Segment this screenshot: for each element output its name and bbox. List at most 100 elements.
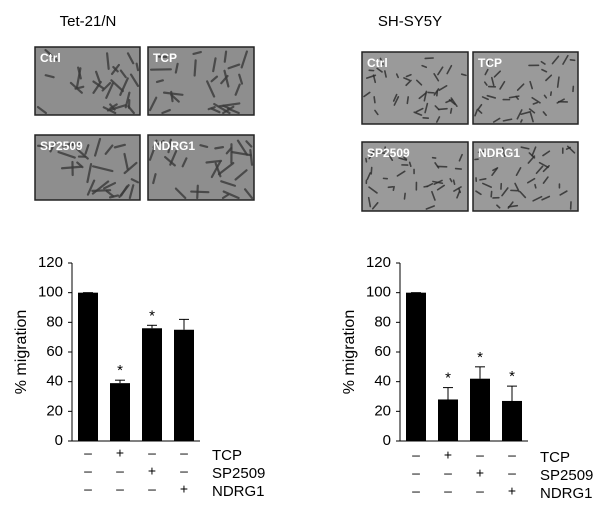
treatment-name: SP2509 <box>212 465 265 482</box>
y-tick-label: 80 <box>374 313 391 330</box>
cell <box>148 147 156 161</box>
cell <box>542 176 549 184</box>
micrograph: TCP <box>147 46 255 116</box>
treatment-sign: + <box>476 465 484 481</box>
cell <box>403 77 411 81</box>
treatment-sign: – <box>476 447 484 463</box>
significance-star: * <box>149 307 155 324</box>
cell <box>501 187 509 197</box>
cell <box>492 117 501 123</box>
cell <box>214 146 225 150</box>
y-tick-label: 120 <box>366 254 391 271</box>
cell <box>92 80 102 94</box>
cell <box>170 90 174 103</box>
cell <box>446 64 453 75</box>
y-axis-label: % migration <box>13 310 30 394</box>
treatment-sign: – <box>84 445 92 461</box>
cell <box>155 79 164 84</box>
micrograph: Ctrl <box>361 51 469 125</box>
cell <box>162 91 184 96</box>
cell <box>436 116 441 123</box>
cell <box>527 177 536 184</box>
micrograph: NDRG1 <box>472 141 579 212</box>
micrograph: TCP <box>472 51 579 125</box>
cell <box>403 192 406 200</box>
cell <box>210 160 222 179</box>
cell <box>541 195 551 201</box>
treatment-sign: – <box>180 445 188 461</box>
image-label: SP2509 <box>367 146 410 160</box>
cell <box>531 146 537 157</box>
treatment-sign: – <box>508 447 516 463</box>
cell <box>106 104 127 112</box>
cell <box>388 154 394 161</box>
cell <box>365 157 368 163</box>
cell <box>392 185 395 191</box>
cell <box>532 195 543 202</box>
bar <box>110 383 130 441</box>
cell <box>374 109 379 116</box>
cell <box>223 69 230 88</box>
significance-star: * <box>509 368 515 385</box>
cell <box>454 167 463 170</box>
cell <box>102 181 117 190</box>
cell <box>408 161 412 168</box>
cell <box>433 88 440 96</box>
cell <box>370 166 373 175</box>
cell <box>545 74 553 82</box>
image-label: TCP <box>478 56 502 70</box>
cell <box>502 118 513 122</box>
cell <box>477 150 486 154</box>
cell <box>436 184 445 191</box>
cell <box>206 80 216 98</box>
cell <box>448 99 456 106</box>
cell <box>460 73 467 77</box>
cell <box>540 60 546 65</box>
cell <box>482 182 492 188</box>
image-label: NDRG1 <box>153 139 195 153</box>
cell <box>123 152 129 171</box>
micrograph: Ctrl <box>34 46 141 116</box>
cell <box>127 105 135 115</box>
cell <box>130 178 140 184</box>
cell <box>49 141 56 153</box>
cell <box>507 201 514 209</box>
cell <box>559 190 568 196</box>
cell <box>481 96 489 101</box>
cell <box>531 96 541 104</box>
cell <box>529 80 533 90</box>
y-tick-label: 100 <box>366 284 391 301</box>
cell <box>433 73 440 82</box>
cell <box>148 96 158 112</box>
cell <box>44 74 55 79</box>
y-tick-label: 100 <box>38 284 63 301</box>
bar <box>502 400 522 441</box>
treatment-sign: – <box>84 481 92 497</box>
cell <box>486 94 497 99</box>
cell <box>520 111 532 116</box>
cell <box>110 79 124 93</box>
cell <box>549 91 553 96</box>
image-label: NDRG1 <box>478 146 520 160</box>
cell <box>210 107 221 114</box>
cell <box>398 157 408 161</box>
cell <box>363 91 371 98</box>
cell <box>433 179 443 185</box>
cell <box>405 73 412 78</box>
cell <box>217 161 235 176</box>
treatment-sign: – <box>148 481 156 497</box>
y-tick-label: 40 <box>374 373 391 390</box>
cell <box>74 85 85 90</box>
cell <box>84 144 90 155</box>
cell <box>384 70 387 78</box>
cell <box>105 82 114 99</box>
treatment-name: NDRG1 <box>540 485 593 502</box>
significance-star: * <box>445 370 451 387</box>
micrograph: NDRG1 <box>147 134 255 201</box>
y-tick-label: 0 <box>383 432 391 449</box>
y-tick-label: 60 <box>46 343 63 360</box>
cell <box>44 48 58 61</box>
panel-title: SH-SY5Y <box>378 13 442 30</box>
cell <box>415 79 423 86</box>
image-label: SP2509 <box>40 139 83 153</box>
